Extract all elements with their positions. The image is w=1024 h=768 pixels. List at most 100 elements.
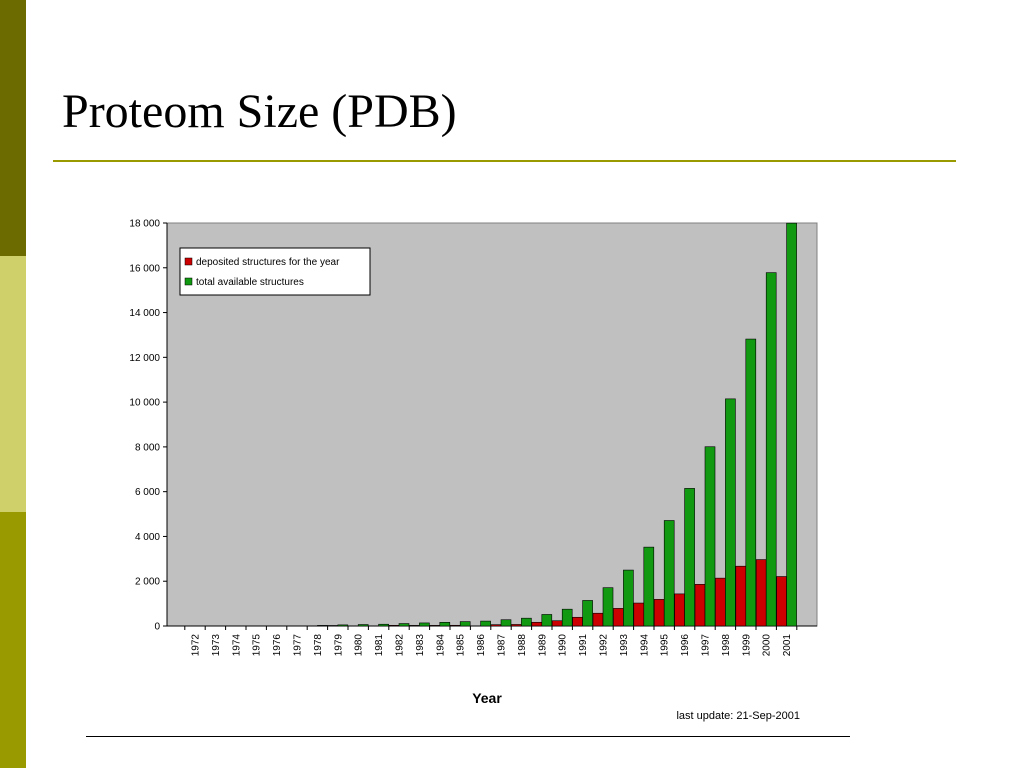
bar-total-1984	[439, 622, 451, 627]
x-tick-label-1972: 1972	[191, 634, 202, 657]
footer-divider	[86, 736, 850, 737]
bar-deposited-1989	[531, 621, 543, 627]
x-tick-label-1995: 1995	[660, 634, 671, 657]
bar-total-1996	[684, 488, 695, 627]
sidebar-stripe-dark	[0, 0, 26, 256]
bar-total-1992	[602, 587, 614, 627]
y-tick-label: 8 000	[135, 442, 160, 453]
sidebar-stripe-olive	[0, 512, 26, 768]
x-tick-label-1999: 1999	[741, 634, 752, 657]
bar-total-1978	[317, 625, 328, 627]
x-tick-label-1998: 1998	[721, 634, 732, 657]
x-tick-label-1985: 1985	[456, 634, 467, 657]
x-tick-label-1982: 1982	[395, 634, 406, 657]
legend-label-total: total available structures	[196, 277, 304, 288]
x-tick-label-1987: 1987	[497, 634, 508, 657]
bar-deposited-1993	[613, 608, 624, 627]
bar-total-1979	[337, 624, 349, 627]
x-tick-label-1997: 1997	[701, 634, 712, 657]
x-tick-label-1991: 1991	[578, 634, 589, 657]
x-tick-label-1994: 1994	[639, 634, 650, 657]
bar-total-1991	[582, 600, 593, 627]
y-tick-label: 12 000	[129, 353, 160, 364]
legend-box	[179, 247, 371, 296]
title-divider	[53, 160, 956, 162]
bar-total-2001	[786, 222, 797, 627]
x-axis-title: Year	[472, 690, 502, 706]
bar-total-1988	[521, 617, 532, 627]
bar-deposited-1995	[653, 599, 665, 627]
x-axis-ticks: 1972 1973 1974 1975 1976 1977 1978 1979 1980 1981…	[184, 626, 798, 657]
bar-deposited-2000	[755, 559, 767, 627]
x-tick-label-1989: 1989	[537, 634, 548, 657]
bar-total-1998	[725, 398, 736, 627]
x-tick-label-1976: 1976	[272, 634, 283, 657]
bar-total-1987	[500, 619, 512, 627]
x-tick-label-1990: 1990	[558, 634, 569, 657]
bars	[317, 222, 797, 627]
x-tick-label-1979: 1979	[333, 634, 344, 657]
bar-deposited-1982	[388, 625, 400, 627]
bar-total-1983	[419, 622, 430, 627]
bar-total-1982	[398, 623, 410, 627]
bar-total-1985	[459, 621, 471, 627]
last-update-note: last update: 21-Sep-2001	[676, 710, 800, 722]
bar-total-1993	[623, 569, 634, 627]
x-tick-label-1993: 1993	[619, 634, 630, 657]
x-tick-label-2000: 2000	[762, 634, 773, 657]
x-tick-label-2001: 2001	[782, 634, 793, 657]
bar-total-1994	[643, 546, 655, 627]
x-tick-label-1983: 1983	[415, 634, 426, 657]
y-axis-ticks: 0 2 000 4 000 6 000 8 000 10 000 12 000 14 000 1…	[129, 219, 167, 633]
x-tick-label-1988: 1988	[517, 634, 528, 657]
bar-deposited-1979	[327, 625, 339, 627]
x-tick-label-1975: 1975	[252, 634, 263, 657]
bar-deposited-1987	[490, 624, 502, 627]
bar-total-1981	[378, 623, 389, 627]
x-tick-label-1974: 1974	[231, 634, 242, 657]
bar-deposited-1983	[409, 625, 420, 627]
bar-deposited-1996	[674, 593, 685, 627]
legend-label-deposited: deposited structures for the year	[196, 257, 340, 268]
sidebar-stripe-light	[0, 256, 26, 512]
bar-deposited-1991	[572, 616, 583, 627]
bar-deposited-1997	[694, 584, 706, 627]
legend-swatch-total	[184, 277, 193, 286]
bar-deposited-1988	[511, 624, 522, 627]
bar-deposited-1984	[429, 625, 441, 627]
x-tick-label-1981: 1981	[374, 634, 385, 657]
x-tick-label-1992: 1992	[599, 634, 610, 657]
bar-total-1995	[663, 520, 675, 627]
y-tick-label: 14 000	[129, 308, 160, 319]
y-tick-label: 0	[154, 622, 160, 633]
bar-deposited-2001	[776, 576, 787, 627]
y-tick-label: 6 000	[135, 487, 160, 498]
x-tick-label-1973: 1973	[211, 634, 222, 657]
x-tick-label-1996: 1996	[680, 634, 691, 657]
y-tick-label: 4 000	[135, 532, 160, 543]
bar-total-1990	[561, 608, 573, 627]
legend: deposited structures for the year total …	[179, 247, 371, 296]
y-tick-label: 2 000	[135, 577, 160, 588]
bar-deposited-1992	[592, 612, 604, 627]
y-tick-label: 10 000	[129, 398, 160, 409]
bar-total-1980	[357, 624, 369, 627]
bar-deposited-1994	[633, 602, 645, 627]
x-tick-label-1984: 1984	[435, 634, 446, 657]
x-tick-label-1986: 1986	[476, 634, 487, 657]
bar-deposited-1998	[715, 577, 726, 627]
bar-total-1997	[704, 446, 716, 627]
bar-deposited-1985	[449, 624, 461, 627]
bar-total-1999	[745, 338, 757, 627]
bar-total-2000	[765, 272, 777, 627]
y-tick-label: 18 000	[129, 219, 160, 230]
pdb-bar-chart: 0 2 000 4 000 6 000 8 000 10 000 12 000 14 000 1…	[129, 219, 818, 722]
bar-total-1989	[541, 614, 553, 627]
bar-total-1986	[480, 620, 491, 627]
x-tick-label-1977: 1977	[293, 634, 304, 657]
bar-deposited-1990	[551, 620, 563, 627]
x-tick-label-1978: 1978	[313, 634, 324, 657]
bar-deposited-1999	[735, 565, 747, 627]
legend-swatch-deposited	[184, 257, 193, 266]
y-tick-label: 16 000	[129, 263, 160, 274]
